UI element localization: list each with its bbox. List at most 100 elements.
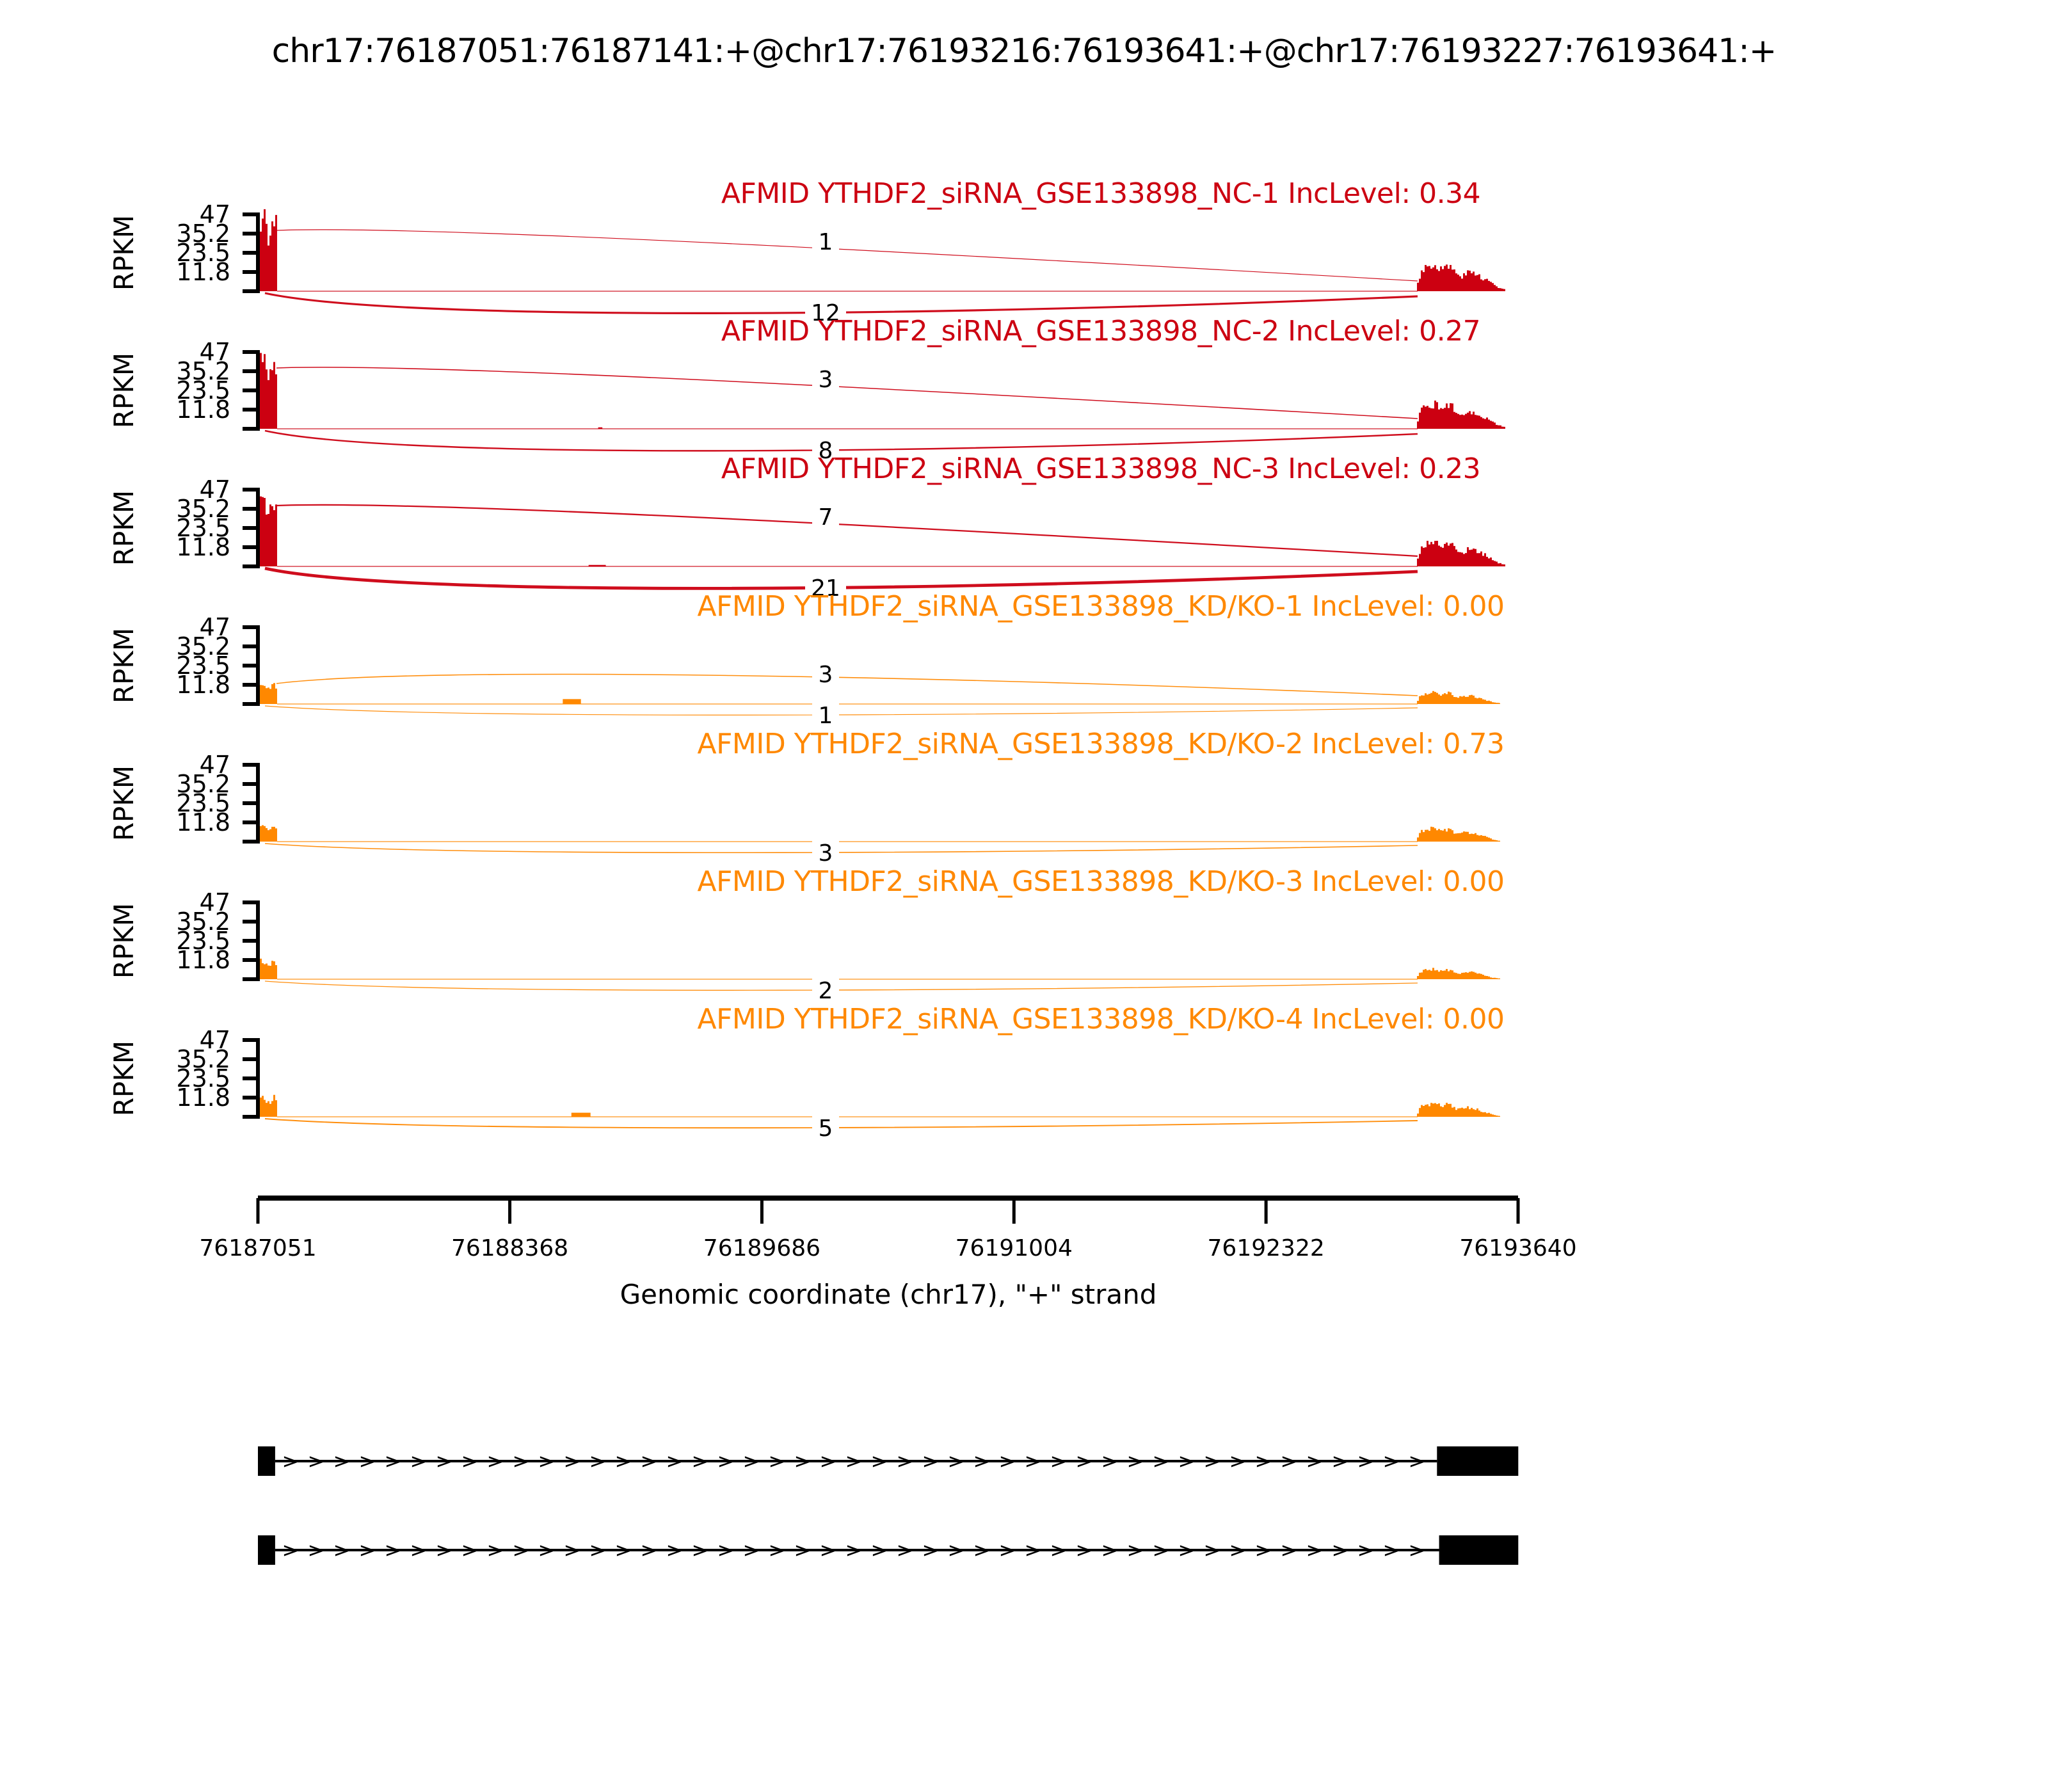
x-tick-label: 76187051 [199, 1235, 316, 1261]
strand-arrow-icon: > [947, 1538, 964, 1562]
junction-count-bg [812, 1114, 839, 1142]
track-label: AFMID YTHDF2_siRNA_GSE133898_KD/KO-2 Inc… [698, 728, 1505, 760]
strand-arrow-icon: > [717, 1449, 734, 1473]
junction-count-label: 7 [819, 504, 833, 531]
x-axis-label: Genomic coordinate (chr17), "+" strand [620, 1279, 1157, 1310]
strand-arrow-icon: > [794, 1538, 811, 1562]
strand-arrow-icon: > [282, 1449, 299, 1473]
strand-arrow-icon: > [666, 1538, 683, 1562]
strand-arrow-icon: > [922, 1538, 939, 1562]
coverage-right-exon [1417, 691, 1500, 704]
strand-arrow-icon: > [1178, 1449, 1195, 1473]
track-label: AFMID YTHDF2_siRNA_GSE133898_NC-1 IncLev… [721, 177, 1480, 210]
strand-arrow-icon: > [870, 1449, 888, 1473]
track-6: AFMID YTHDF2_siRNA_GSE133898_KD/KO-3 Inc… [108, 865, 1505, 1004]
y-axis-title: RPKM [108, 490, 140, 566]
junction-arc [276, 673, 1418, 696]
strand-arrow-icon: > [358, 1538, 376, 1562]
y-tick-label: 23.5 [176, 514, 230, 542]
junction-count-label: 2 [819, 978, 833, 1004]
strand-arrow-icon: > [461, 1538, 478, 1562]
strand-arrow-icon: > [1178, 1538, 1195, 1562]
strand-arrow-icon: > [973, 1538, 990, 1562]
y-tick-label: 47 [200, 888, 230, 916]
strand-arrow-icon: > [1229, 1449, 1246, 1473]
strand-arrow-icon: > [1152, 1449, 1169, 1473]
junction-count-label: 3 [819, 367, 833, 393]
coverage-left-exon [258, 496, 277, 566]
junction-count-label: 3 [819, 662, 833, 688]
strand-arrow-icon: > [1331, 1538, 1348, 1562]
y-tick-label: 47 [200, 751, 230, 779]
strand-arrow-icon: > [307, 1538, 324, 1562]
junction-count-label: 5 [819, 1116, 833, 1142]
y-tick-label: 11.8 [176, 808, 230, 836]
intron-blip [588, 564, 606, 566]
junction-count-bg [812, 502, 839, 531]
y-axis-title: RPKM [108, 353, 140, 428]
strand-arrow-icon: > [1126, 1538, 1144, 1562]
strand-arrow-icon: > [1229, 1538, 1246, 1562]
strand-arrow-icon: > [589, 1538, 606, 1562]
strand-arrow-icon: > [896, 1538, 913, 1562]
coverage-right-exon [1417, 968, 1500, 979]
strand-arrow-icon: > [1050, 1538, 1067, 1562]
strand-arrow-icon: > [1050, 1449, 1067, 1473]
coverage-left-exon [258, 683, 277, 704]
coverage-left-exon [258, 958, 277, 979]
strand-arrow-icon: > [384, 1449, 401, 1473]
coverage-right-exon [1417, 541, 1505, 566]
strand-arrow-icon: > [742, 1449, 760, 1473]
strand-arrow-icon: > [691, 1449, 708, 1473]
strand-arrow-icon: > [563, 1449, 580, 1473]
x-tick-label: 76193640 [1459, 1235, 1576, 1261]
strand-arrow-icon: > [1382, 1538, 1400, 1562]
junction-count-label: 12 [811, 300, 840, 326]
junction-count-label: 1 [819, 229, 833, 255]
strand-arrow-icon: > [845, 1538, 862, 1562]
coverage-right-exon [1417, 264, 1505, 291]
junction-count-bg [812, 976, 839, 1004]
strand-arrow-icon: > [1280, 1538, 1297, 1562]
track-1: AFMID YTHDF2_siRNA_GSE133898_NC-1 IncLev… [108, 177, 1505, 326]
track-label: AFMID YTHDF2_siRNA_GSE133898_KD/KO-3 Inc… [698, 865, 1505, 898]
strand-arrow-icon: > [794, 1449, 811, 1473]
x-tick-label: 76192322 [1208, 1235, 1325, 1261]
strand-arrow-icon: > [640, 1538, 657, 1562]
junction-arc [276, 229, 1418, 282]
intron-blip [571, 1112, 591, 1117]
strand-arrow-icon: > [512, 1449, 529, 1473]
y-tick-label: 11.8 [176, 671, 230, 699]
track-7: AFMID YTHDF2_siRNA_GSE133898_KD/KO-4 Inc… [108, 1003, 1505, 1142]
gene-isoform-1: > > > > > > > > > > > > > > > > > > > > > > > > > > > > > > > > > > > > > > > >… [258, 1446, 1519, 1476]
y-tick-label: 11.8 [176, 396, 230, 424]
y-tick-label: 35.2 [176, 632, 230, 660]
y-tick-label: 47 [200, 338, 230, 366]
junction-count-label: 1 [819, 703, 833, 729]
strand-arrow-icon: > [819, 1538, 836, 1562]
strand-arrow-icon: > [1382, 1449, 1400, 1473]
gene-isoform-2: > > > > > > > > > > > > > > > > > > > > > > > > > > > > > > > > > > > > > > > >… [258, 1535, 1519, 1565]
junction-count-bg [812, 365, 839, 393]
junction-count-bg [812, 838, 839, 867]
y-axis-title: RPKM [108, 628, 140, 703]
track-5: AFMID YTHDF2_siRNA_GSE133898_KD/KO-2 Inc… [108, 728, 1505, 867]
strand-arrow-icon: > [742, 1538, 760, 1562]
track-label: AFMID YTHDF2_siRNA_GSE133898_KD/KO-4 Inc… [698, 1003, 1505, 1036]
strand-arrow-icon: > [614, 1538, 632, 1562]
strand-arrow-icon: > [1203, 1538, 1220, 1562]
junction-count-label: 8 [819, 438, 833, 464]
y-axis-title: RPKM [108, 765, 140, 841]
strand-arrow-icon: > [461, 1449, 478, 1473]
strand-arrow-icon: > [819, 1449, 836, 1473]
strand-arrow-icon: > [870, 1538, 888, 1562]
strand-arrow-icon: > [410, 1449, 427, 1473]
strand-arrow-icon: > [1024, 1449, 1041, 1473]
strand-arrow-icon: > [486, 1538, 504, 1562]
y-tick-label: 23.5 [176, 1064, 230, 1092]
junction-count-bg [805, 298, 846, 326]
plot-title: chr17:76187051:76187141:+@chr17:76193216… [271, 32, 1777, 70]
junction-arc [264, 705, 1418, 716]
x-tick-label: 76191004 [956, 1235, 1073, 1261]
